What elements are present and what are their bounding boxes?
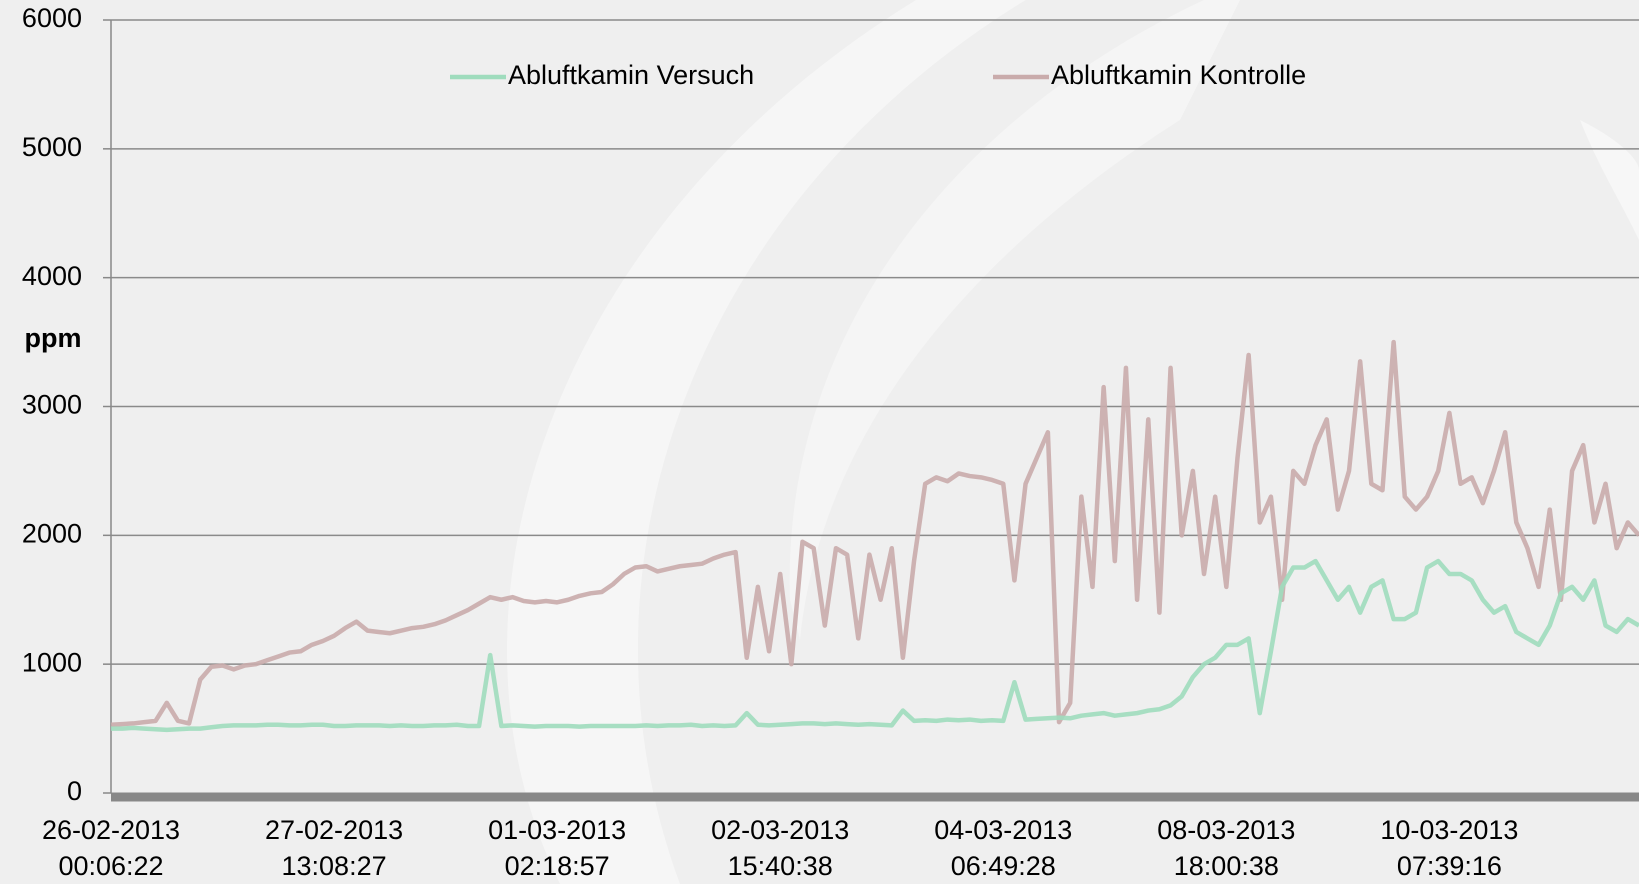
x-tick-label: 02-03-2013 15:40:38 (711, 815, 850, 881)
background-swoosh (789, 0, 1240, 640)
y-tick-label: 2000 (22, 518, 82, 548)
y-tick-label: 5000 (22, 132, 82, 162)
y-axis-label: ppm (25, 323, 82, 353)
x-tick-label: 26-02-2013 00:06:22 (41, 815, 181, 881)
x-tick-label: 01-03-2013 02:18:57 (488, 815, 627, 881)
series-line (111, 558, 1639, 733)
x-tick-label: 08-03-2013 18:00:38 (1157, 815, 1296, 881)
y-tick-label: 1000 (22, 647, 82, 677)
series-line (110, 339, 1639, 727)
legend-label: Abluftkamin Kontrolle (1051, 60, 1306, 90)
legend-label: Abluftkamin Versuch (508, 60, 754, 90)
x-tick-label: 04-03-2013 06:49:28 (934, 815, 1073, 881)
x-tick-label: 27-02-2013 13:08:27 (265, 815, 404, 881)
background-swoosh (507, 0, 1026, 884)
y-tick-label: 3000 (22, 390, 82, 420)
y-tick-label: 0 (67, 776, 82, 806)
background-swoosh (1580, 120, 1639, 240)
x-tick-label: 10-03-2013 07:39:16 (1380, 815, 1519, 881)
y-tick-label: 6000 (22, 3, 82, 33)
y-tick-label: 4000 (22, 261, 82, 291)
